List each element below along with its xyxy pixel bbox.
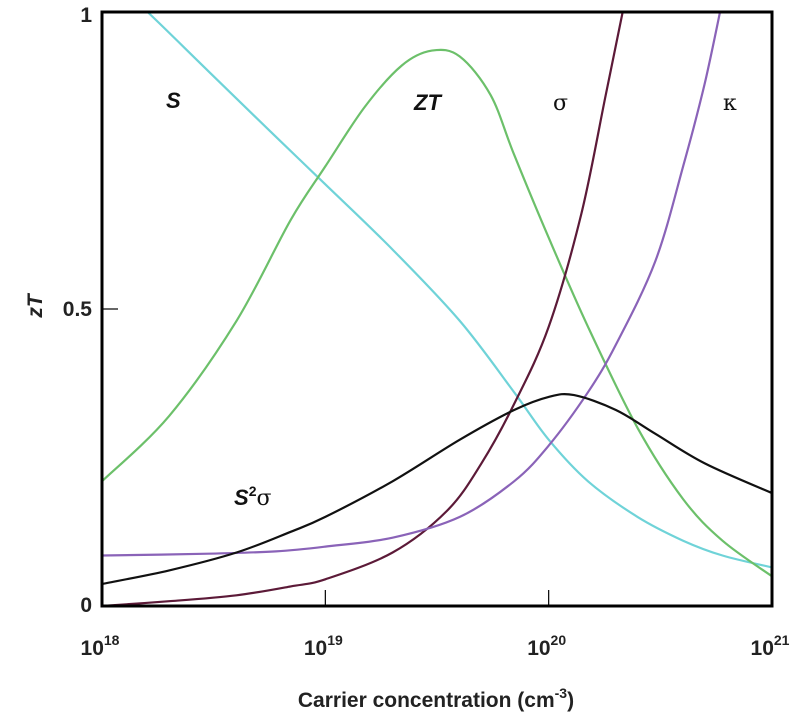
- label-sigma: σ: [553, 91, 568, 116]
- x-tick-label-base: 10: [527, 637, 550, 660]
- series-line-3: [102, 12, 722, 557]
- x-tick-label-base: 10: [751, 637, 774, 660]
- series-line-0: [145, 12, 772, 569]
- x-axis-title-tail: ): [567, 689, 574, 712]
- x-tick-label-exp: 21: [774, 632, 790, 648]
- x-tick-label-base: 10: [304, 637, 327, 660]
- series-line-4: [102, 392, 772, 586]
- label-zt: ZT: [413, 90, 442, 115]
- x-tick-label: 1021: [751, 632, 790, 660]
- label-s2sigma-greek: σ: [256, 486, 271, 511]
- label-s2sigma: S2σ: [234, 483, 272, 511]
- label-kappa: κ: [723, 91, 737, 116]
- label-s: S: [166, 88, 181, 113]
- label-s2sigma-s: S: [234, 485, 249, 510]
- y-tick-label: 0.5: [63, 298, 93, 321]
- x-tick-label: 1020: [527, 632, 566, 660]
- x-tick-label-exp: 18: [104, 632, 120, 648]
- y-tick-label: 0: [80, 594, 92, 617]
- series-line-1: [102, 48, 772, 578]
- x-tick-label: 1019: [304, 632, 343, 660]
- x-axis-title: Carrier concentration (cm-3): [298, 685, 574, 712]
- label-s2sigma-sup: 2: [249, 483, 257, 499]
- x-axis: 1018 1019 1020 1021: [81, 590, 790, 660]
- series-group: [102, 12, 772, 606]
- y-tick-label: 1: [80, 4, 92, 27]
- x-tick-label: 1018: [81, 632, 120, 660]
- x-tick-label-exp: 20: [551, 632, 567, 648]
- x-tick-label-base: 10: [81, 637, 104, 660]
- x-axis-title-text: Carrier concentration (cm: [298, 689, 555, 712]
- y-axis: 00.51: [63, 4, 118, 617]
- x-axis-title-sup: -3: [555, 685, 568, 701]
- series-line-2: [102, 12, 624, 606]
- x-tick-label-exp: 19: [327, 632, 343, 648]
- curve-labels: S ZT σ κ S2σ: [166, 88, 737, 511]
- y-axis-title: zT: [24, 292, 47, 319]
